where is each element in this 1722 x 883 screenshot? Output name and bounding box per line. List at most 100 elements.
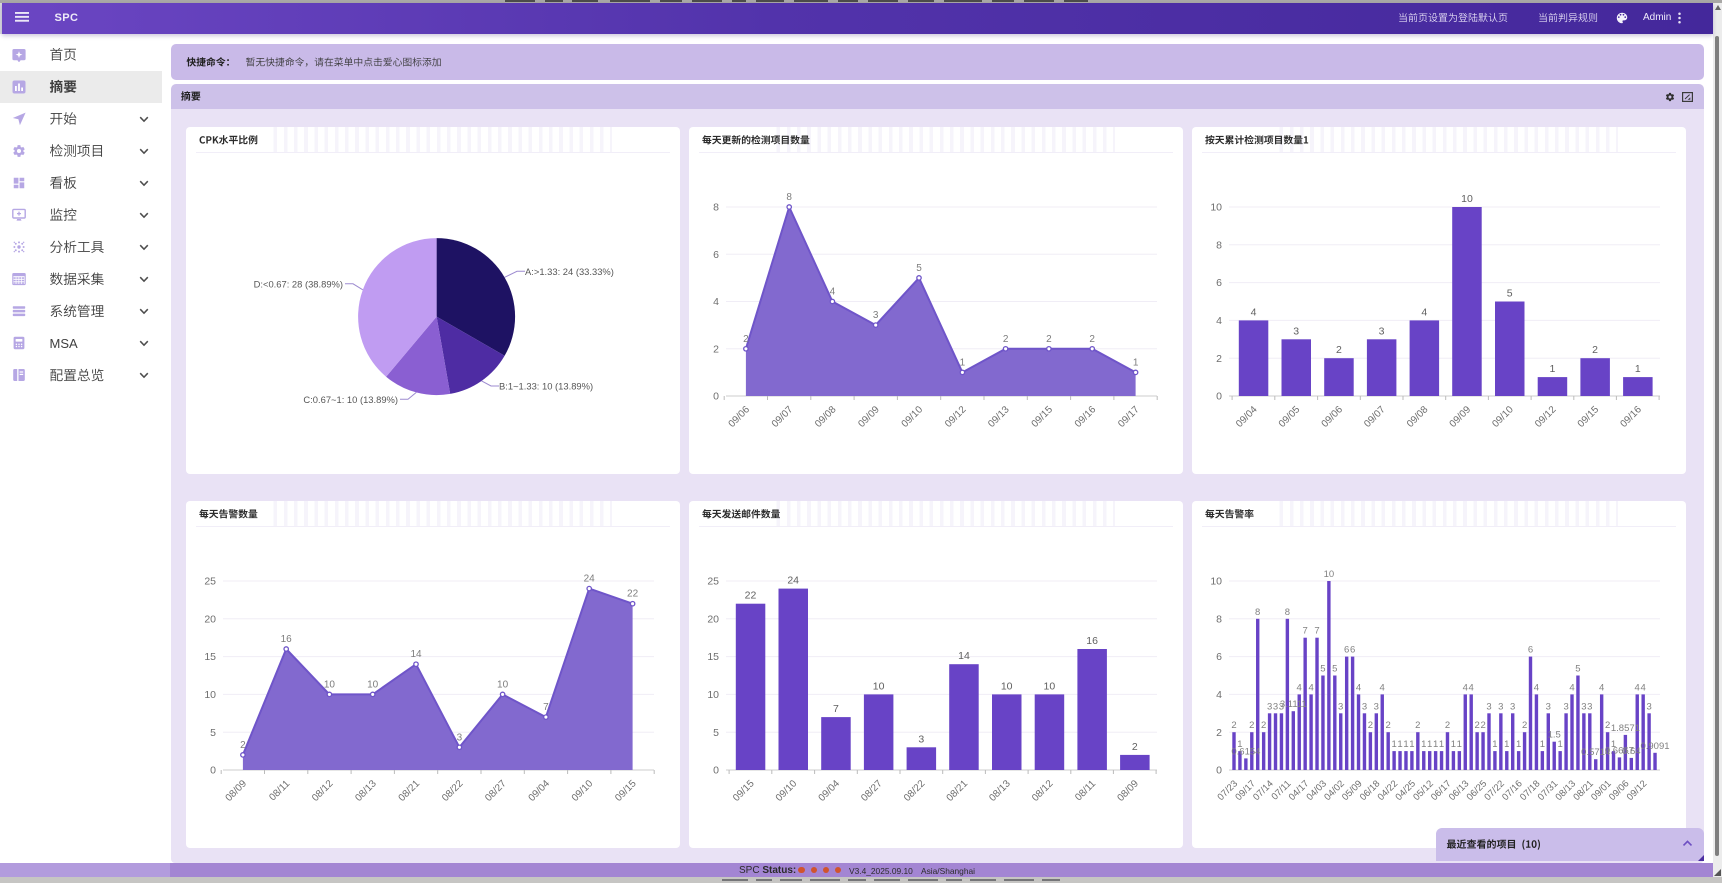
svg-text:2: 2 (1368, 720, 1373, 731)
svg-text:4: 4 (1380, 682, 1385, 693)
svg-text:0.9091: 0.9091 (1640, 741, 1669, 752)
svg-text:1: 1 (1409, 739, 1414, 750)
svg-text:4: 4 (1216, 689, 1222, 701)
svg-text:B:1~1.33: 10 (13.89%): B:1~1.33: 10 (13.89%) (499, 381, 593, 392)
svg-text:2: 2 (1003, 334, 1009, 345)
svg-text:3: 3 (1362, 701, 1367, 712)
svg-text:0: 0 (1216, 391, 1222, 403)
svg-text:3: 3 (1498, 701, 1503, 712)
svg-text:2: 2 (1445, 720, 1450, 731)
svg-text:2: 2 (1216, 727, 1222, 739)
svg-text:1: 1 (1403, 739, 1408, 750)
svg-text:10: 10 (497, 679, 509, 690)
svg-text:1: 1 (1391, 739, 1396, 750)
svg-text:2: 2 (1415, 720, 1420, 731)
svg-text:08/12: 08/12 (1030, 778, 1056, 804)
svg-text:5: 5 (1320, 664, 1325, 675)
svg-text:09/06: 09/06 (1320, 404, 1346, 430)
svg-text:1: 1 (1237, 739, 1242, 750)
svg-text:08/13: 08/13 (987, 778, 1013, 804)
svg-text:0: 0 (713, 765, 719, 777)
svg-text:08/22: 08/22 (902, 778, 928, 804)
svg-text:6: 6 (1528, 645, 1533, 656)
svg-text:2: 2 (1132, 741, 1138, 753)
svg-text:10: 10 (707, 689, 719, 701)
svg-text:1: 1 (1451, 739, 1456, 750)
svg-text:6: 6 (1216, 277, 1222, 289)
svg-text:5: 5 (210, 727, 216, 739)
svg-text:8: 8 (1216, 613, 1222, 625)
svg-text:1: 1 (1540, 739, 1545, 750)
svg-text:09/16: 09/16 (1073, 404, 1099, 430)
svg-text:22: 22 (745, 590, 757, 602)
svg-text:09/10: 09/10 (1490, 404, 1516, 430)
svg-text:7: 7 (833, 703, 839, 715)
svg-text:3: 3 (1563, 701, 1568, 712)
svg-text:4: 4 (1635, 682, 1640, 693)
svg-text:08/09: 08/09 (224, 778, 250, 804)
svg-text:3: 3 (1646, 701, 1651, 712)
svg-text:2: 2 (713, 343, 719, 355)
svg-text:10: 10 (1210, 576, 1222, 588)
svg-text:1: 1 (1516, 739, 1521, 750)
svg-text:D:<0.67: 28 (38.89%): D:<0.67: 28 (38.89%) (254, 278, 343, 289)
svg-text:2: 2 (1046, 334, 1052, 345)
svg-text:2: 2 (1605, 720, 1610, 731)
svg-text:10: 10 (204, 689, 216, 701)
svg-text:14: 14 (958, 650, 970, 662)
svg-text:4: 4 (1308, 682, 1313, 693)
svg-text:09/10: 09/10 (774, 778, 800, 804)
svg-text:5: 5 (916, 263, 922, 274)
svg-text:3: 3 (1486, 701, 1491, 712)
svg-text:10: 10 (1044, 680, 1056, 692)
svg-text:4: 4 (1569, 682, 1574, 693)
svg-text:09/04: 09/04 (1234, 404, 1260, 430)
svg-text:16: 16 (281, 634, 293, 645)
svg-text:1: 1 (1611, 739, 1616, 750)
svg-text:4: 4 (1421, 306, 1427, 318)
svg-text:1: 1 (1457, 739, 1462, 750)
svg-text:2: 2 (743, 334, 749, 345)
svg-text:09/16: 09/16 (1618, 404, 1644, 430)
svg-text:10: 10 (1461, 193, 1473, 205)
svg-text:10: 10 (1210, 202, 1222, 214)
svg-text:6: 6 (1350, 645, 1355, 656)
svg-text:1: 1 (1421, 739, 1426, 750)
svg-text:4: 4 (1297, 682, 1302, 693)
svg-text:08/13: 08/13 (353, 778, 379, 804)
svg-text:15: 15 (204, 651, 216, 663)
svg-text:09/12: 09/12 (1533, 404, 1559, 430)
svg-text:08/12: 08/12 (310, 778, 336, 804)
svg-text:3: 3 (1273, 701, 1278, 712)
svg-text:09/15: 09/15 (1030, 404, 1056, 430)
svg-text:3: 3 (457, 732, 463, 743)
svg-text:6: 6 (713, 249, 719, 261)
svg-text:8: 8 (1255, 607, 1260, 618)
svg-text:09/12: 09/12 (943, 404, 969, 430)
svg-text:1: 1 (1427, 739, 1432, 750)
svg-text:1.8571: 1.8571 (1611, 723, 1640, 734)
svg-text:1: 1 (1133, 357, 1139, 368)
svg-text:1: 1 (1492, 739, 1497, 750)
svg-text:4: 4 (1251, 306, 1257, 318)
svg-text:25: 25 (707, 576, 719, 588)
svg-text:3: 3 (1587, 701, 1592, 712)
svg-text:2: 2 (1522, 720, 1527, 731)
svg-text:3: 3 (1581, 701, 1586, 712)
svg-text:0.6667: 0.6667 (1605, 745, 1634, 756)
svg-text:1: 1 (1635, 363, 1641, 375)
svg-text:08/27: 08/27 (859, 778, 885, 804)
svg-text:08/21: 08/21 (945, 778, 971, 804)
svg-text:1: 1 (1549, 363, 1555, 375)
svg-text:0.64: 0.64 (1622, 746, 1641, 757)
svg-text:3: 3 (1546, 701, 1551, 712)
svg-text:1: 1 (1439, 739, 1444, 750)
svg-text:2: 2 (1089, 334, 1095, 345)
svg-text:8: 8 (1285, 607, 1290, 618)
svg-text:22: 22 (627, 589, 639, 600)
svg-text:10: 10 (1324, 569, 1335, 580)
svg-text:24: 24 (787, 575, 799, 587)
svg-text:20: 20 (707, 613, 719, 625)
svg-text:C:0.67~1: 10 (13.89%): C:0.67~1: 10 (13.89%) (303, 394, 398, 405)
svg-text:09/04: 09/04 (817, 778, 843, 804)
